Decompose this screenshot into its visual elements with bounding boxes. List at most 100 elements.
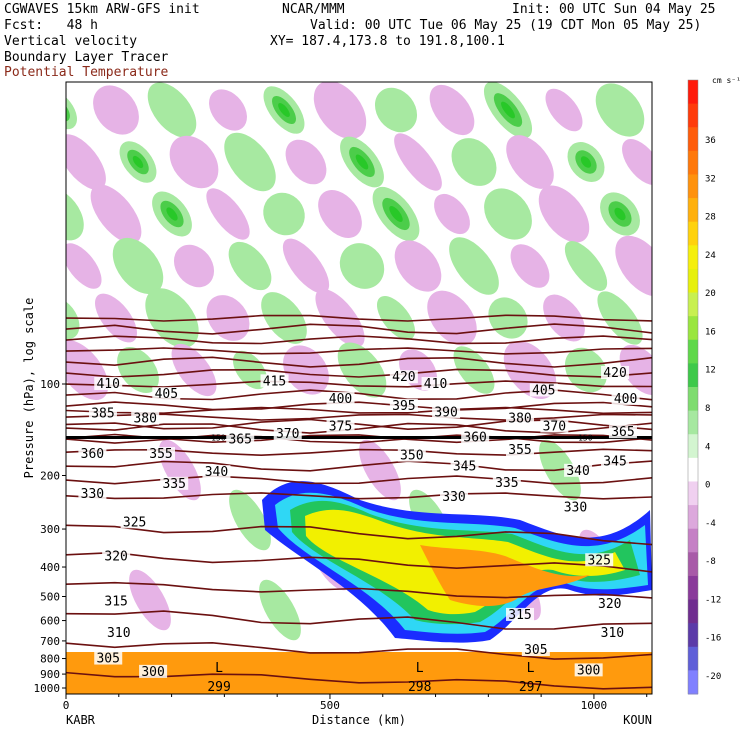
theta-label-bg — [152, 387, 181, 401]
downdraft-cell — [206, 188, 250, 240]
updraft-cell — [228, 241, 272, 291]
theta-label-bg — [131, 411, 160, 425]
low-marker: L — [416, 661, 424, 676]
updraft-contour — [597, 291, 643, 345]
theta-label-bg — [273, 426, 302, 440]
theta-contour-line — [66, 401, 652, 411]
colorbar-swatch — [688, 410, 698, 435]
downdraft-contour — [173, 244, 215, 288]
colorbar-unit: cm s⁻¹ — [712, 76, 740, 85]
theta-label-bg — [389, 370, 418, 384]
y-tick-label: 200 — [40, 470, 60, 483]
downdraft-contour — [282, 238, 330, 294]
init-time: Init: 00 UTC Sun 04 May 25 — [512, 2, 716, 17]
x-tick-label: 1000 — [581, 699, 608, 712]
theta-contour-line — [66, 524, 652, 546]
downdraft-cell — [66, 134, 106, 190]
colorbar-tick-label: 24 — [705, 251, 716, 261]
downdraft-contour — [209, 89, 247, 131]
updraft-cell — [488, 297, 528, 339]
updraft-contour — [228, 241, 272, 291]
theta-contour-line — [66, 581, 652, 599]
theta-label: 410 — [424, 377, 447, 392]
colorbar-swatch — [688, 268, 698, 294]
downdraft-contour — [93, 85, 139, 135]
downdraft-cell — [173, 244, 215, 288]
theta-label: 355 — [508, 443, 531, 458]
updraft-cell — [263, 192, 305, 236]
low-marker: L — [527, 661, 535, 676]
updraft-contour — [339, 243, 385, 289]
theta-label: 395 — [392, 399, 415, 414]
theta-label: 365 — [611, 425, 634, 440]
downdraft-cell — [429, 84, 475, 136]
theta-label-bg — [611, 391, 640, 405]
updraft-contour — [449, 237, 499, 295]
colorbar-swatch — [688, 292, 698, 317]
updraft-contour — [564, 241, 608, 291]
core-updraft-contour — [53, 103, 66, 117]
updraft-cell — [600, 192, 640, 236]
y-tick-label: 700 — [40, 635, 60, 648]
colorbar-swatch — [688, 505, 698, 530]
theta-contour-line — [66, 610, 652, 630]
colorbar-tick-label: 36 — [705, 136, 716, 146]
updraft-cell — [340, 136, 384, 188]
model-title: CGWAVES 15km ARW-GFS init — [4, 2, 200, 17]
theta-label: 420 — [392, 370, 415, 385]
downdraft-contour — [615, 235, 652, 297]
theta-label: 370 — [543, 420, 566, 435]
colorbar-swatch — [688, 528, 698, 553]
downdraft-cell — [510, 244, 550, 288]
colorbar-swatch — [688, 245, 698, 270]
theta-label: 325 — [587, 553, 610, 568]
theta-label-bg — [397, 448, 426, 462]
colorbar-tick-label: -8 — [705, 557, 716, 567]
downdraft-contour — [359, 439, 401, 501]
theta-label-bg — [506, 411, 535, 425]
updraft-cell — [224, 132, 276, 192]
updraft-cell — [483, 82, 533, 139]
theta-label: 300 — [577, 663, 600, 678]
theta-label-bg — [94, 377, 123, 390]
updraft-cell — [147, 82, 197, 138]
theta-label-bg — [78, 447, 107, 461]
downdraft-contour — [506, 135, 554, 189]
downdraft-cell — [394, 133, 442, 191]
theta-label: 315 — [104, 595, 127, 610]
downdraft-contour — [90, 184, 142, 244]
theta-label: 335 — [162, 477, 185, 492]
downdraft-cell — [313, 82, 367, 140]
colorbar-swatch — [688, 80, 698, 105]
updraft-cell — [451, 138, 497, 186]
theta-label-bg — [461, 430, 490, 444]
theta-label-bg — [440, 489, 469, 503]
downdraft-cell — [434, 193, 470, 235]
updraft-cell — [66, 187, 84, 241]
downdraft-contour — [66, 134, 106, 190]
downdraft-cell — [619, 344, 652, 396]
colorbar-swatch — [688, 552, 698, 577]
colorbar-tick-label: 20 — [705, 289, 716, 299]
updraft-cell — [374, 87, 418, 133]
updraft-contour — [595, 83, 645, 137]
colorbar-swatch — [688, 316, 698, 341]
downdraft-contour — [510, 244, 550, 288]
colorbar-tick-label: 0 — [705, 481, 710, 491]
downdraft-contour — [313, 82, 367, 140]
left-station-label: KABR — [66, 713, 96, 727]
colorbar-swatch — [688, 434, 698, 459]
updraft-cell — [117, 346, 159, 394]
updraft-contour — [66, 187, 84, 241]
theta-label-bg — [326, 419, 355, 433]
theta-contour-line — [66, 492, 652, 500]
colorbar-swatch — [688, 363, 698, 388]
colorbar-swatch — [688, 623, 698, 648]
downdraft-cell — [318, 190, 362, 238]
theta-contour-line — [66, 368, 652, 378]
theta-label-bg — [78, 486, 107, 500]
y-tick-label: 400 — [40, 561, 60, 574]
theta-label: 330 — [442, 490, 465, 505]
colorbar-tick-label: 16 — [705, 327, 716, 337]
